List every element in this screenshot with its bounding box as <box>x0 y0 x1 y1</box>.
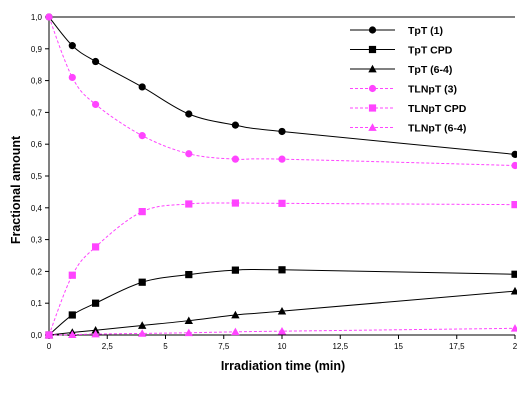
x-tick-label: 2,5 <box>102 342 114 351</box>
x-tick-label: 12,5 <box>332 342 348 351</box>
data-point <box>184 328 193 337</box>
y-tick-label: 1,0 <box>31 13 43 22</box>
data-point <box>278 155 286 163</box>
legend-label: TLNpT (6-4) <box>408 123 466 135</box>
data-point <box>231 199 239 207</box>
data-point <box>231 327 240 336</box>
series-line <box>48 327 516 336</box>
x-tick-label: 7,5 <box>218 342 230 351</box>
y-tick-label: 0,9 <box>31 45 43 54</box>
data-point <box>231 310 240 319</box>
data-point <box>138 208 146 216</box>
data-point <box>92 100 100 109</box>
x-tick-label: 2 <box>513 342 517 351</box>
y-tick-label: 0,7 <box>31 108 43 117</box>
y-tick-label: 0,5 <box>31 172 43 181</box>
data-point <box>92 57 100 66</box>
legend: TpT (1) TpT CPD TpT (6-4) TLNpT (3) TLNpT CP… <box>350 25 467 135</box>
series-layer <box>44 13 517 339</box>
data-point <box>511 150 517 158</box>
y-tick-label: 0,1 <box>31 299 43 308</box>
data-point <box>68 330 77 339</box>
data-point <box>511 161 517 170</box>
x-tick-label: 10 <box>278 342 287 351</box>
data-point <box>45 13 53 21</box>
data-point <box>138 329 147 337</box>
series-4 <box>45 199 517 339</box>
legend-marker <box>368 84 377 93</box>
data-point <box>68 311 76 319</box>
series-2 <box>44 286 517 339</box>
data-point <box>92 243 100 251</box>
data-point <box>278 127 286 136</box>
data-point <box>138 83 146 91</box>
data-point <box>185 200 193 208</box>
x-axis: 0 2,5 5 7,5 10 12,5 15 17,5 2 <box>47 335 517 351</box>
data-point <box>91 326 100 334</box>
data-point <box>511 201 517 209</box>
legend-marker <box>368 45 377 54</box>
y-axis-title: Fractional amount <box>9 135 23 244</box>
data-point <box>185 150 193 158</box>
data-point <box>138 132 146 140</box>
data-point <box>510 286 517 295</box>
y-tick-label: 0,8 <box>31 77 43 86</box>
legend-label: TLNpT CPD <box>408 103 467 115</box>
y-tick-label: 0,2 <box>31 267 43 276</box>
data-point <box>277 326 287 335</box>
data-point <box>231 266 239 274</box>
x-tick-label: 5 <box>163 342 168 351</box>
data-point <box>92 299 100 307</box>
series-1 <box>45 266 517 339</box>
data-point <box>138 278 146 286</box>
data-point <box>68 73 76 82</box>
x-tick-label: 17,5 <box>449 342 465 351</box>
series-5 <box>44 324 517 339</box>
data-point <box>510 324 517 332</box>
y-tick-label: 0,0 <box>31 331 43 340</box>
legend-marker <box>368 104 377 112</box>
x-axis-title: Irradiation time (min) <box>221 359 345 373</box>
legend-label: TpT CPD <box>408 45 453 57</box>
data-point <box>44 330 54 339</box>
legend-label: TpT (1) <box>408 25 443 37</box>
data-point <box>278 199 286 207</box>
data-point <box>184 316 193 325</box>
x-tick-label: 0 <box>47 342 52 351</box>
y-tick-label: 0,4 <box>31 204 43 213</box>
data-point <box>91 329 100 338</box>
data-point <box>185 110 193 118</box>
legend-label: TpT (6-4) <box>408 64 452 76</box>
y-tick-label: 0,3 <box>31 236 43 245</box>
data-point <box>277 306 287 315</box>
legend-marker <box>368 64 377 73</box>
data-point <box>231 121 239 129</box>
legend-label: TLNpT (3) <box>408 84 457 96</box>
data-point <box>138 321 147 329</box>
data-point <box>511 270 517 278</box>
y-axis: 0,0 0,1 0,2 0,3 0,4 0,5 0,6 0,7 0,8 0,9 1,0 <box>31 13 49 340</box>
data-point <box>68 271 76 279</box>
series-line <box>48 268 516 336</box>
y-tick-label: 0,6 <box>31 140 43 149</box>
x-tick-label: 15 <box>394 342 403 351</box>
data-point <box>68 42 76 50</box>
series-3 <box>45 13 517 170</box>
data-point <box>185 270 193 279</box>
legend-marker <box>368 26 377 34</box>
data-point <box>278 266 286 274</box>
data-point <box>231 155 239 163</box>
legend-marker <box>368 123 377 131</box>
